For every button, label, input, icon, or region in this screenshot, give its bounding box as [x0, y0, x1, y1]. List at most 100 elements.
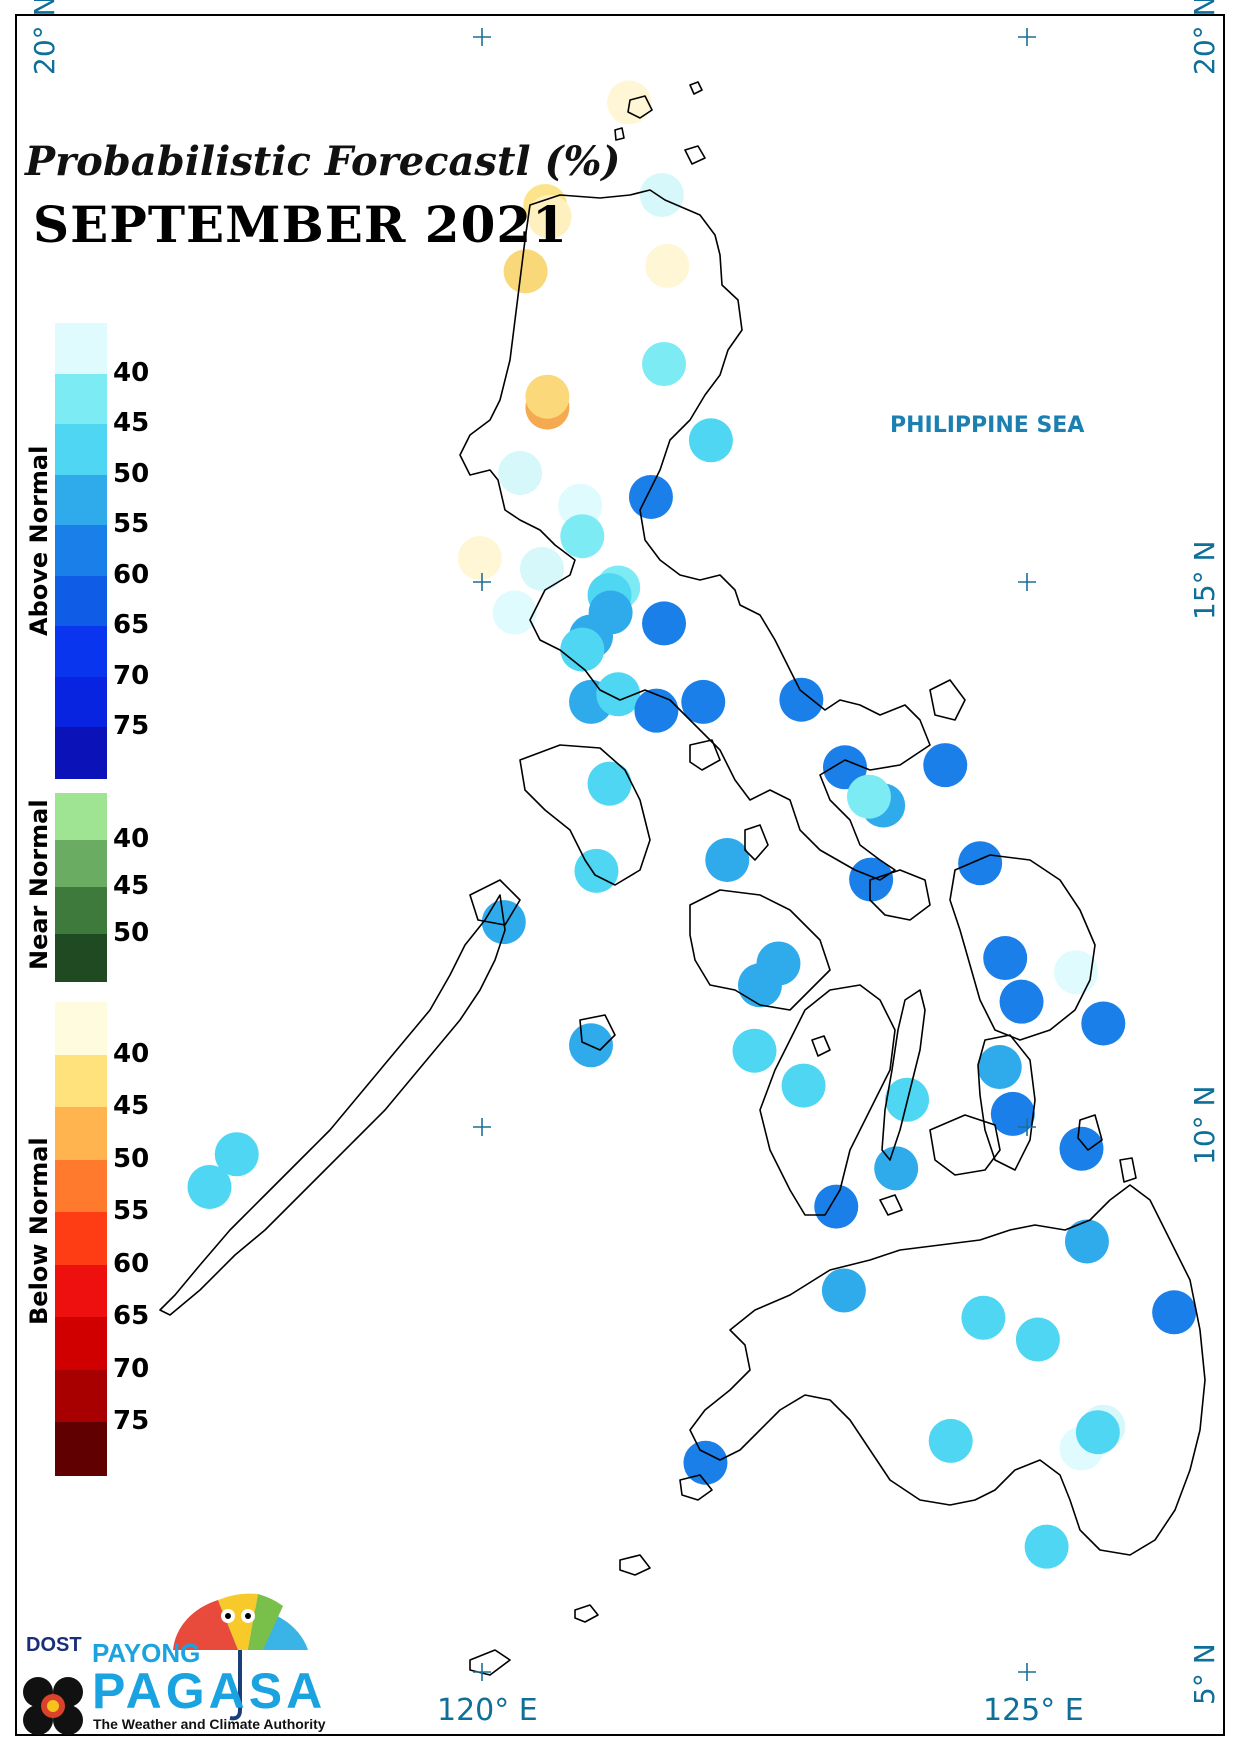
station-marker-above-32[interactable]	[587, 761, 632, 806]
station-marker-above-22[interactable]	[560, 627, 605, 672]
station-marker-above-58[interactable]	[1015, 1317, 1060, 1362]
legend-swatch-below_normal-5	[55, 1264, 107, 1318]
legend-tick-below_normal-2: 50	[113, 1143, 150, 1174]
legend-swatch-near_normal-0	[55, 793, 107, 841]
station-marker-above-47[interactable]	[781, 1063, 826, 1108]
station-marker-above-43[interactable]	[1081, 1001, 1126, 1046]
station-marker-above-29[interactable]	[923, 743, 968, 788]
station-marker-above-26[interactable]	[681, 679, 726, 724]
grid-cross-6	[473, 1663, 491, 1681]
legend-tick-above_normal-0: 40	[113, 357, 150, 388]
station-marker-above-20[interactable]	[642, 601, 687, 646]
legend-tick-below_normal-3: 55	[113, 1196, 150, 1226]
station-marker-above-53[interactable]	[874, 1146, 919, 1191]
station-marker-above-12[interactable]	[628, 474, 673, 519]
legend-below-label: Below Normal	[25, 1137, 53, 1325]
legend-tick-near_normal-2: 50	[113, 918, 150, 948]
station-marker-above-46[interactable]	[977, 1045, 1022, 1090]
station-marker-above-39[interactable]	[1054, 950, 1099, 995]
lat-label-20-left: 20° N	[28, 0, 61, 75]
legend-tick-above_normal-4: 60	[113, 559, 150, 590]
logo-tagline: The Weather and Climate Authority	[93, 1716, 326, 1732]
station-marker-above-35[interactable]	[958, 841, 1003, 886]
station-marker-above-63[interactable]	[1075, 1410, 1120, 1455]
logo-dost: DOST	[26, 1634, 82, 1656]
station-marker-above-57[interactable]	[961, 1295, 1006, 1340]
lon-label-120: 120° E	[437, 1693, 538, 1728]
station-marker-below-4[interactable]	[503, 249, 548, 294]
station-marker-above-65[interactable]	[1024, 1524, 1069, 1569]
legend-above-label: Above Normal	[25, 445, 53, 636]
station-marker-above-54[interactable]	[814, 1184, 859, 1229]
map-subtitle: SEPTEMBER 2021	[33, 195, 568, 254]
station-marker-above-42[interactable]	[999, 979, 1044, 1024]
station-marker-above-45[interactable]	[732, 1028, 777, 1073]
pagasa-logo: DOST PAYONG PAGASA The Weather and Clima…	[18, 1578, 326, 1738]
legend-near-label: Near Normal	[25, 799, 53, 970]
map-frame	[15, 14, 1225, 1736]
grid-cross-1	[1018, 28, 1036, 46]
logo-pagasa: PAGASA	[92, 1663, 327, 1719]
legend-swatch-below_normal-7	[55, 1369, 107, 1423]
legend-swatch-above_normal-1	[55, 373, 107, 425]
station-marker-above-41[interactable]	[737, 963, 782, 1008]
lat-label-5: 5° N	[1188, 1643, 1221, 1705]
legend-swatch-below_normal-4	[55, 1212, 107, 1266]
lon-label-125: 125° E	[983, 1693, 1084, 1728]
legend-tick-below_normal-6: 70	[113, 1353, 150, 1384]
station-marker-below-3[interactable]	[527, 194, 572, 239]
station-marker-below-8[interactable]	[525, 374, 570, 419]
station-marker-above-9[interactable]	[688, 418, 733, 463]
station-marker-above-28[interactable]	[822, 745, 867, 790]
station-marker-above-50[interactable]	[1059, 1126, 1104, 1171]
station-marker-above-1[interactable]	[639, 173, 684, 218]
station-marker-above-59[interactable]	[1152, 1290, 1197, 1335]
legend-swatch-below_normal-2	[55, 1107, 107, 1161]
grid-cross-3	[1018, 573, 1036, 591]
sea-label: PHILIPPINE SEA	[890, 413, 1085, 438]
lat-label-15: 15° N	[1188, 540, 1221, 620]
station-marker-above-31[interactable]	[846, 774, 891, 819]
station-marker-above-55[interactable]	[1064, 1219, 1109, 1264]
station-marker-above-51[interactable]	[214, 1132, 259, 1177]
station-marker-above-36[interactable]	[574, 848, 619, 893]
station-markers	[187, 80, 1197, 1569]
station-marker-above-56[interactable]	[821, 1268, 866, 1313]
station-marker-above-18[interactable]	[492, 590, 537, 635]
station-marker-above-60[interactable]	[928, 1418, 973, 1463]
legend-tick-below_normal-4: 60	[113, 1248, 150, 1279]
station-marker-above-15[interactable]	[519, 546, 564, 591]
station-marker-above-49[interactable]	[990, 1091, 1035, 1136]
legend-tick-below_normal-1: 45	[113, 1091, 150, 1121]
legend-swatch-above_normal-6	[55, 626, 107, 678]
legend-tick-below_normal-0: 40	[113, 1038, 150, 1069]
coastline	[159, 81, 1206, 1676]
station-marker-below-14[interactable]	[457, 536, 502, 581]
legend-tick-above_normal-7: 75	[113, 711, 150, 741]
legend-swatch-above_normal-7	[55, 676, 107, 728]
grid-cross-7	[1018, 1663, 1036, 1681]
station-marker-above-52[interactable]	[187, 1164, 232, 1209]
logo-payong: PAYONG	[92, 1638, 201, 1668]
station-marker-above-10[interactable]	[498, 451, 543, 495]
station-marker-above-27[interactable]	[779, 677, 824, 722]
legend-swatch-below_normal-3	[55, 1159, 107, 1213]
station-marker-above-33[interactable]	[705, 837, 750, 882]
legend-swatch-above_normal-0	[55, 323, 107, 375]
lat-label-20-right: 20° N	[1188, 0, 1221, 75]
map-title: Probabilistic Forecastl (%)	[25, 138, 621, 185]
station-marker-above-64[interactable]	[683, 1440, 728, 1485]
station-marker-above-13[interactable]	[560, 514, 605, 559]
station-marker-below-5[interactable]	[645, 243, 690, 288]
legend-tick-below_normal-5: 65	[113, 1301, 150, 1331]
legend-tick-near_normal-0: 40	[113, 824, 150, 854]
legend-swatch-near_normal-1	[55, 840, 107, 888]
station-marker-above-38[interactable]	[983, 936, 1028, 981]
station-marker-above-24[interactable]	[596, 672, 641, 717]
legend-tick-above_normal-5: 65	[113, 610, 150, 640]
station-marker-above-6[interactable]	[642, 342, 687, 386]
grid-crosses	[473, 28, 1036, 1681]
grid-cross-0	[473, 28, 491, 46]
legend-swatch-below_normal-8	[55, 1422, 107, 1476]
